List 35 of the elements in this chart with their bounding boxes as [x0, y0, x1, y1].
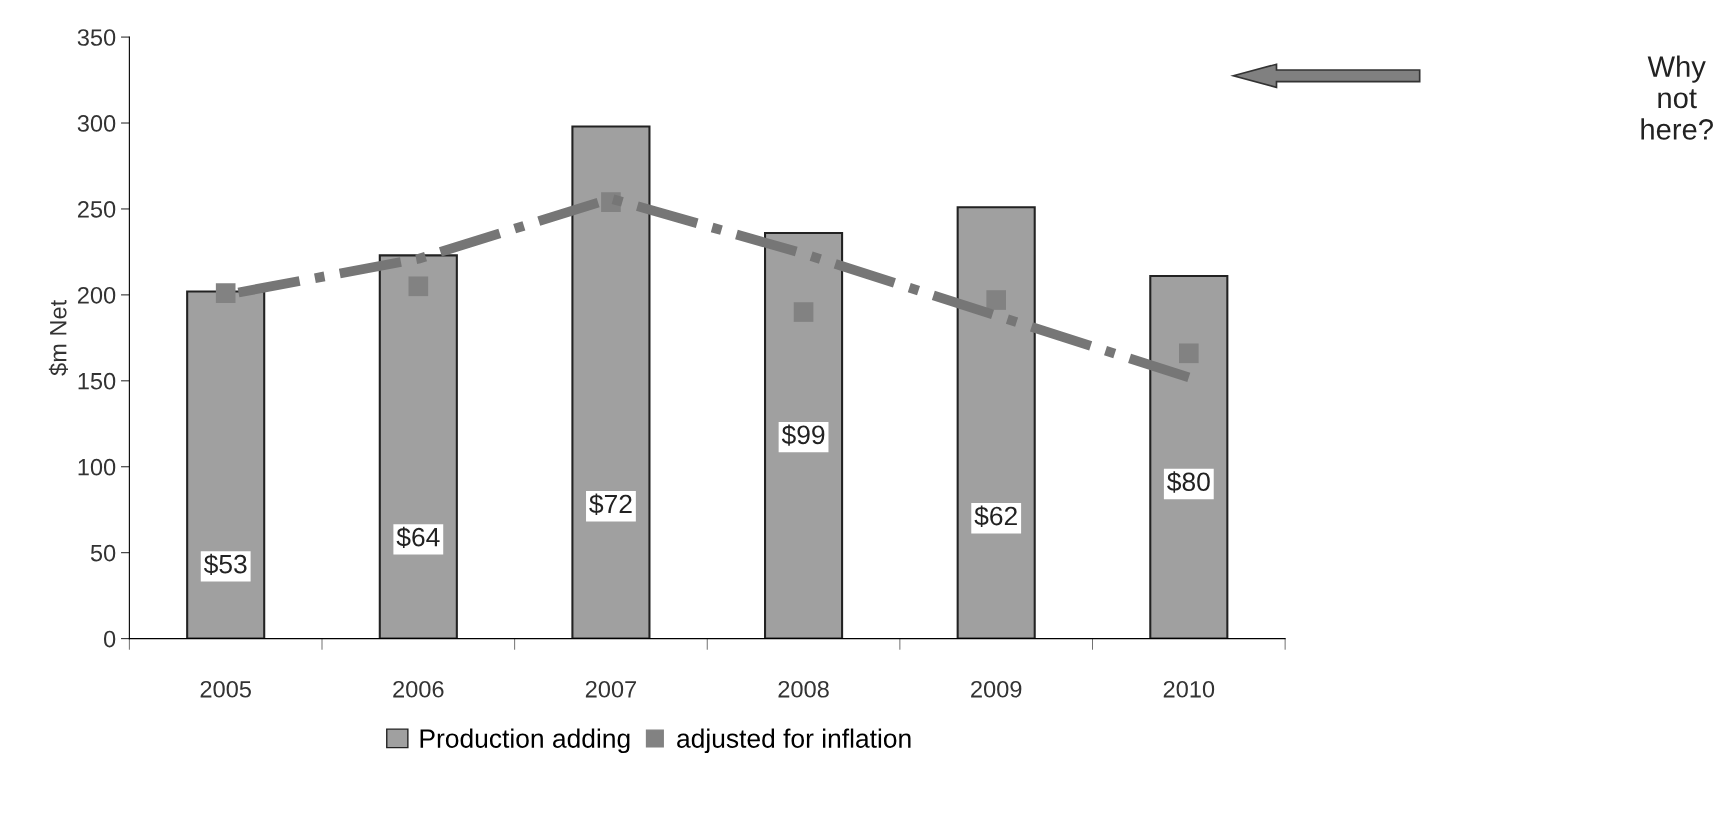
- annotation: $99: [781, 424, 825, 446]
- y-tick-label: 250: [77, 201, 116, 218]
- y-tick-label: 300: [77, 115, 116, 132]
- point: [1178, 343, 1199, 364]
- x-tick-label: 2006: [393, 680, 444, 698]
- y-tick-label: 350: [77, 29, 116, 46]
- x-tick-label: 2009: [971, 680, 1022, 698]
- bar: [1149, 274, 1229, 639]
- point: [986, 290, 1007, 310]
- annotation: $64: [396, 526, 440, 548]
- y-tick-label: 200: [77, 286, 116, 304]
- bar: [956, 206, 1036, 639]
- point: [793, 302, 814, 322]
- y-tick-label: 0: [103, 630, 116, 648]
- y-tick-label: 100: [78, 458, 116, 476]
- y-tick-label: 50: [90, 544, 116, 562]
- bar: [764, 231, 844, 639]
- point: [408, 276, 429, 297]
- bar: [186, 290, 266, 639]
- y-tick-label: 150: [78, 372, 116, 390]
- annotation: $53: [203, 553, 247, 576]
- text: Why not here?: [1641, 55, 1713, 140]
- x-tick-label: 2005: [200, 680, 251, 698]
- legend-label: Production adding: [420, 728, 630, 754]
- point: [215, 283, 236, 303]
- y-axis-title: $m Net: [48, 299, 68, 376]
- x-tick-label: 2010: [1163, 680, 1215, 698]
- bar: [378, 254, 458, 639]
- bar: [571, 125, 651, 639]
- legend-label: adjusted for inflation: [677, 728, 911, 754]
- annotation: $72: [589, 493, 632, 515]
- x-tick-label: 2008: [778, 680, 829, 698]
- annotation: $62: [974, 505, 1017, 527]
- x-tick-label: 2007: [585, 680, 637, 698]
- annotation: $80: [1167, 471, 1210, 493]
